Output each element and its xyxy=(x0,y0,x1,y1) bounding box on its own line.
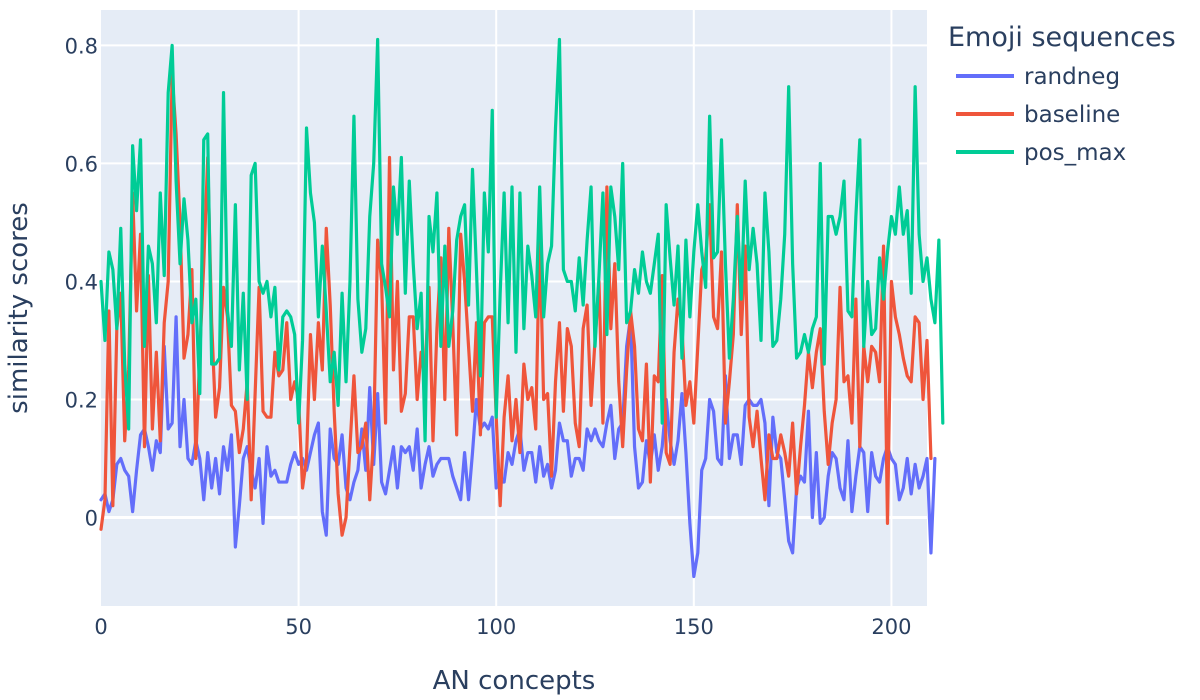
legend-title: Emoji sequences xyxy=(948,22,1176,53)
legend: Emoji sequences randneg baseline pos_max xyxy=(948,22,1176,166)
x-tick-label: 200 xyxy=(871,615,911,639)
x-tick-label: 0 xyxy=(94,615,107,639)
y-tick-label: 0.8 xyxy=(65,34,98,58)
legend-label-baseline: baseline xyxy=(1024,102,1120,128)
legend-label-randneg: randneg xyxy=(1024,64,1120,90)
legend-label-pos_max: pos_max xyxy=(1024,140,1126,166)
series-line-baseline xyxy=(99,73,933,537)
x-tick-label: 150 xyxy=(674,615,714,639)
y-axis-title: similarity scores xyxy=(4,202,34,414)
y-tick-labels: 0 0.2 0.4 0.6 0.8 xyxy=(65,34,98,530)
x-axis-title: AN concepts xyxy=(433,666,596,696)
series-line-pos_max xyxy=(99,37,945,443)
y-tick-label: 0.6 xyxy=(65,152,98,176)
x-tick-labels: 0 50 100 150 200 xyxy=(94,615,911,639)
y-tick-label: 0.2 xyxy=(65,388,98,412)
x-tick-label: 100 xyxy=(476,615,516,639)
x-tick-label: 50 xyxy=(285,615,312,639)
series-lines xyxy=(99,37,945,579)
y-tick-label: 0 xyxy=(85,506,98,530)
y-tick-label: 0.4 xyxy=(65,270,98,294)
